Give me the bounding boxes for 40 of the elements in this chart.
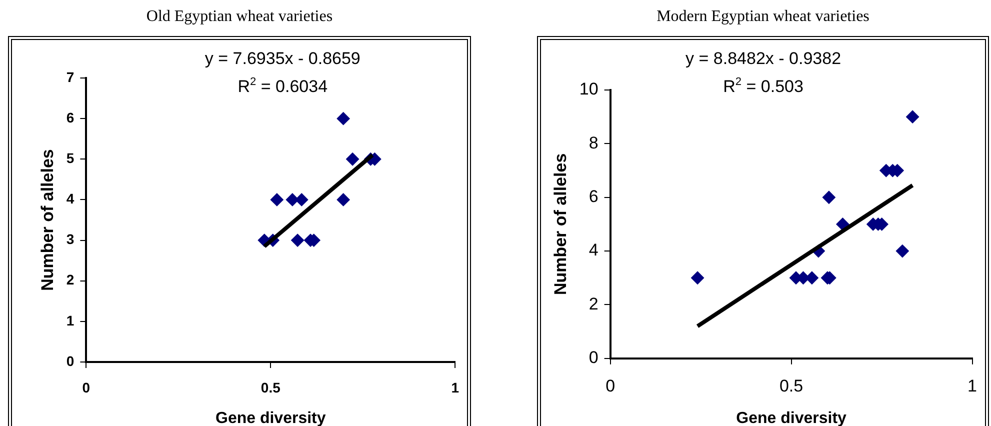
y-axis-title: Number of alleles (550, 153, 570, 296)
y-tick-label: 10 (579, 80, 598, 99)
y-tick-label: 7 (66, 68, 74, 85)
point (336, 193, 350, 206)
point (291, 234, 304, 247)
x-tick-label: 0.5 (260, 379, 281, 396)
x-axis-title: Gene diversity (736, 410, 847, 426)
y-tick-label: 2 (588, 294, 598, 314)
point (691, 271, 704, 284)
point (836, 218, 850, 231)
y-axis-title: Number of alleles (38, 149, 57, 291)
point (270, 193, 284, 206)
y-tick-label: 1 (66, 312, 74, 328)
x-tick-label: 1 (451, 379, 460, 396)
y-tick-label: 5 (66, 150, 74, 166)
point (346, 152, 360, 166)
x-tick-label: 0 (82, 379, 90, 396)
y-tick-label: 8 (588, 133, 598, 152)
x-tick-label: 0 (606, 376, 616, 396)
y-tick-label: 3 (66, 231, 74, 248)
y-tick-label: 6 (66, 109, 74, 126)
x-axis-title: Gene diversity (216, 410, 326, 426)
point (822, 190, 836, 204)
point (295, 193, 308, 206)
y-tick-label: 4 (66, 190, 74, 207)
y-tick-label: 0 (66, 352, 74, 369)
y-tick-label: 0 (588, 348, 598, 368)
point (906, 110, 920, 124)
point (896, 244, 909, 258)
x-tick-label: 0.5 (779, 376, 804, 396)
y-tick-label: 6 (588, 187, 598, 206)
point (336, 112, 350, 126)
y-tick-label: 4 (588, 240, 598, 260)
text: y = 7.6935x - 0.8659 (204, 49, 360, 68)
chart-title: Modern Egyptian wheat varieties (656, 8, 870, 26)
chart-title: Old Egyptian wheat varieties (145, 8, 334, 26)
point (286, 193, 299, 206)
text: y = 8.8482x - 0.9382 (686, 49, 842, 68)
x-tick-label: 1 (968, 376, 978, 396)
y-tick-label: 2 (66, 272, 74, 288)
